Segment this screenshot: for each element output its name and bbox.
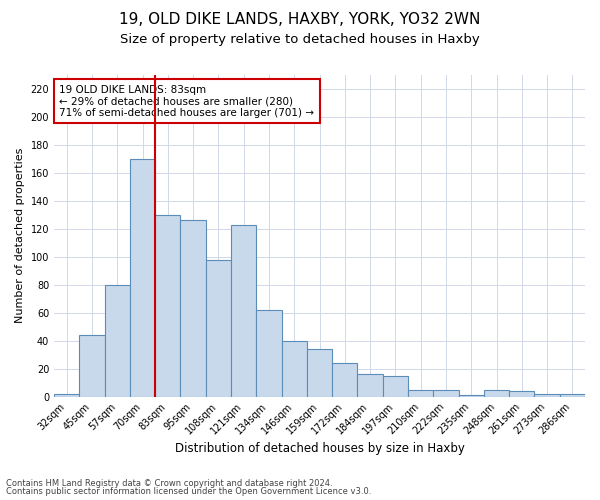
Bar [231,224,256,396]
Bar [54,394,79,396]
Bar [130,159,155,396]
Bar [383,376,408,396]
Bar [535,394,560,396]
Bar [181,220,206,396]
Bar [256,310,281,396]
Bar [560,394,585,396]
Bar [358,374,383,396]
Bar [206,260,231,396]
Bar [332,363,358,396]
Text: 19 OLD DIKE LANDS: 83sqm
← 29% of detached houses are smaller (280)
71% of semi-: 19 OLD DIKE LANDS: 83sqm ← 29% of detach… [59,84,314,118]
Bar [155,215,181,396]
Bar [433,390,458,396]
Bar [79,335,104,396]
Text: 19, OLD DIKE LANDS, HAXBY, YORK, YO32 2WN: 19, OLD DIKE LANDS, HAXBY, YORK, YO32 2W… [119,12,481,28]
Bar [408,390,433,396]
Bar [307,349,332,397]
Bar [484,390,509,396]
X-axis label: Distribution of detached houses by size in Haxby: Distribution of detached houses by size … [175,442,464,455]
Bar [281,340,307,396]
Text: Contains public sector information licensed under the Open Government Licence v3: Contains public sector information licen… [6,487,371,496]
Y-axis label: Number of detached properties: Number of detached properties [15,148,25,324]
Text: Contains HM Land Registry data © Crown copyright and database right 2024.: Contains HM Land Registry data © Crown c… [6,478,332,488]
Bar [458,395,484,396]
Bar [509,391,535,396]
Bar [104,284,130,397]
Text: Size of property relative to detached houses in Haxby: Size of property relative to detached ho… [120,32,480,46]
